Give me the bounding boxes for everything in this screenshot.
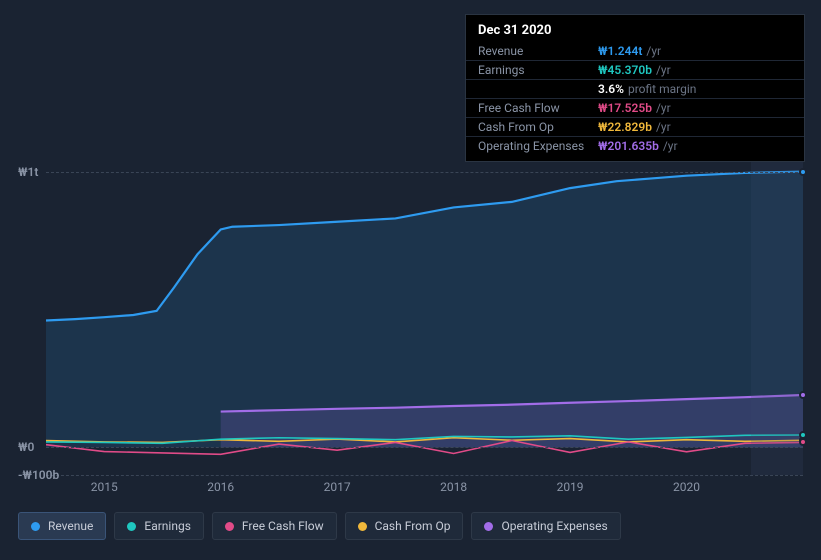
x-axis-tick-label: 2017 [324, 480, 351, 494]
series-marker-operating_expenses [799, 391, 807, 399]
legend: Revenue Earnings Free Cash Flow Cash From O… [18, 512, 621, 540]
tooltip-row-value-wrap: ₩45.370b/yr [598, 63, 671, 77]
tooltip-row: 3.6% profit margin [466, 79, 804, 98]
legend-swatch [358, 522, 367, 531]
legend-label: Free Cash Flow [242, 519, 324, 533]
chart-area: ₩1t₩0-₩100b [18, 155, 803, 475]
legend-swatch [225, 522, 234, 531]
tooltip-row-unit: /yr [646, 44, 661, 58]
series-marker-earnings [799, 431, 807, 439]
tooltip-row: Revenue₩1.244t/yr [466, 42, 804, 60]
tooltip-row: Cash From Op₩22.829b/yr [466, 117, 804, 136]
legend-item-revenue[interactable]: Revenue [18, 512, 106, 540]
legend-swatch [31, 522, 40, 531]
legend-label: Operating Expenses [501, 519, 607, 533]
tooltip-date: Dec 31 2020 [466, 21, 804, 42]
legend-label: Cash From Op [375, 519, 451, 533]
legend-item-cash-from-op[interactable]: Cash From Op [345, 512, 464, 540]
tooltip-row-unit: /yr [656, 101, 671, 115]
tooltip-row: Free Cash Flow₩17.525b/yr [466, 98, 804, 117]
tooltip-row-unit: profit margin [628, 82, 696, 96]
tooltip-row-value: ₩45.370b [598, 63, 652, 77]
y-axis-tick-label: -₩100b [18, 468, 34, 482]
gridline [46, 172, 803, 173]
legend-label: Revenue [48, 519, 93, 533]
x-axis-tick-label: 2019 [557, 480, 584, 494]
tooltip-row-label [478, 82, 598, 96]
x-axis: 2015 2016 2017 2018 2019 2020 [46, 480, 803, 496]
legend-swatch [484, 522, 493, 531]
tooltip-row-value-wrap: ₩17.525b/yr [598, 101, 671, 115]
tooltip-row-value: 3.6% [598, 82, 624, 96]
legend-label: Earnings [144, 519, 191, 533]
cursor-highlight [751, 155, 803, 475]
tooltip-row-label: Free Cash Flow [478, 101, 598, 115]
x-axis-tick-label: 2020 [673, 480, 700, 494]
chart-plot[interactable] [46, 155, 803, 475]
legend-item-earnings[interactable]: Earnings [114, 512, 204, 540]
y-axis-tick-label: ₩1t [18, 165, 34, 179]
x-axis-tick-label: 2015 [91, 480, 118, 494]
legend-item-operating-expenses[interactable]: Operating Expenses [471, 512, 620, 540]
series-marker-free_cash_flow [799, 438, 807, 446]
tooltip-row-value-wrap: 3.6% profit margin [598, 82, 696, 96]
tooltip-row-value-wrap: ₩1.244t/yr [598, 44, 661, 58]
legend-swatch [127, 522, 136, 531]
tooltip-row-value-wrap: ₩22.829b/yr [598, 120, 671, 134]
tooltip-row-unit: /yr [656, 120, 671, 134]
tooltip-row-label: Earnings [478, 63, 598, 77]
series-marker-revenue [799, 168, 807, 176]
tooltip-row-value: ₩1.244t [598, 44, 642, 58]
x-axis-tick-label: 2016 [207, 480, 234, 494]
tooltip-row-unit: /yr [663, 139, 678, 153]
tooltip-row: Earnings₩45.370b/yr [466, 60, 804, 79]
tooltip-row-unit: /yr [656, 63, 671, 77]
tooltip-row-value-wrap: ₩201.635b/yr [598, 139, 678, 153]
tooltip-row-label: Cash From Op [478, 120, 598, 134]
tooltip-box: Dec 31 2020 Revenue₩1.244t/yrEarnings₩45… [465, 14, 805, 162]
tooltip-row-value: ₩201.635b [598, 139, 659, 153]
x-axis-tick-label: 2018 [440, 480, 467, 494]
legend-item-free-cash-flow[interactable]: Free Cash Flow [212, 512, 337, 540]
gridline [46, 447, 803, 448]
tooltip-row-label: Operating Expenses [478, 139, 598, 153]
tooltip-row-label: Revenue [478, 44, 598, 58]
tooltip-row-value: ₩17.525b [598, 101, 652, 115]
y-axis-tick-label: ₩0 [18, 440, 34, 454]
gridline [46, 475, 803, 476]
tooltip-row: Operating Expenses₩201.635b/yr [466, 136, 804, 155]
tooltip-row-value: ₩22.829b [598, 120, 652, 134]
